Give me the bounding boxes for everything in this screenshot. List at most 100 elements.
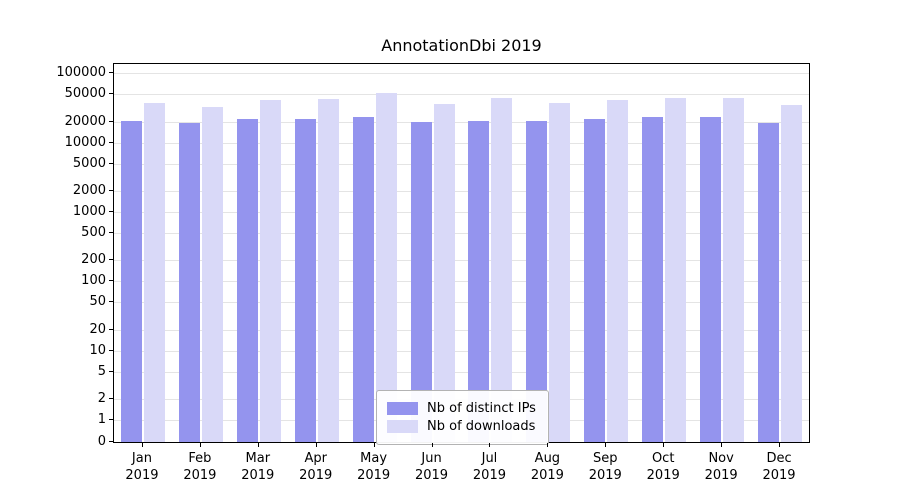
bar-distinct-ips	[294, 118, 316, 442]
x-tick-mark	[663, 443, 665, 447]
x-tick-label: Mar 2019	[241, 451, 275, 483]
y-tick-mark	[109, 162, 113, 164]
x-tick-label: Feb 2019	[183, 451, 217, 483]
legend-row: Nb of downloads	[387, 419, 536, 434]
bar-downloads	[201, 106, 223, 442]
x-tick-mark	[721, 443, 723, 447]
x-tick-label: Sep 2019	[588, 451, 622, 483]
y-tick-label: 1000	[72, 204, 106, 220]
y-tick-label: 10000	[64, 134, 106, 150]
bar-distinct-ips	[120, 120, 142, 442]
bar-downloads	[607, 99, 629, 442]
y-tick-label: 100	[81, 273, 106, 289]
plot-area: Nb of distinct IPs Nb of downloads	[113, 63, 810, 445]
bar-downloads	[549, 102, 571, 442]
legend-swatch-distinct-ips	[387, 402, 418, 415]
x-tick-mark	[605, 443, 607, 447]
gridline	[114, 212, 809, 214]
y-tick-mark	[109, 280, 113, 282]
bar-distinct-ips	[410, 122, 432, 442]
x-tick-mark	[779, 443, 781, 447]
gridline	[114, 232, 809, 234]
bar-distinct-ips	[642, 117, 664, 442]
x-tick-mark	[315, 443, 317, 447]
y-tick-label: 50	[89, 294, 106, 310]
gridline	[114, 94, 809, 96]
bar-distinct-ips	[584, 118, 606, 442]
x-tick-label: Apr 2019	[299, 451, 333, 483]
y-tick-mark	[109, 190, 113, 192]
x-tick-mark	[141, 443, 143, 447]
x-tick-label: Dec 2019	[762, 451, 796, 483]
y-tick-mark	[109, 301, 113, 303]
y-tick-mark	[109, 211, 113, 213]
x-tick-label: Oct 2019	[646, 451, 680, 483]
y-tick-label: 1	[97, 412, 106, 427]
bar-distinct-ips	[700, 117, 722, 442]
y-tick-label: 0	[97, 434, 106, 449]
bar-downloads	[665, 97, 687, 442]
x-tick-label: May 2019	[357, 451, 391, 483]
y-tick-label: 20	[89, 321, 106, 337]
gridline	[114, 191, 809, 193]
x-tick-mark	[257, 443, 259, 447]
x-tick-mark	[431, 443, 433, 447]
x-tick-mark	[199, 443, 201, 447]
y-tick-label: 50000	[64, 86, 106, 102]
bar-downloads	[723, 98, 745, 442]
y-tick-label: 100000	[56, 65, 106, 81]
y-tick-mark	[109, 349, 113, 351]
legend-label-downloads: Nb of downloads	[427, 419, 536, 434]
bar-downloads	[781, 105, 803, 442]
bar-distinct-ips	[526, 120, 548, 442]
y-tick-mark	[109, 419, 113, 420]
chart-title: AnnotationDbi 2019	[381, 36, 542, 55]
gridline	[114, 371, 809, 373]
gridline	[114, 163, 809, 165]
y-tick-mark	[109, 398, 113, 400]
y-tick-label: 2	[97, 391, 106, 407]
legend-swatch-downloads	[387, 420, 418, 433]
bar-distinct-ips	[758, 122, 780, 442]
bar-distinct-ips	[236, 118, 258, 442]
bar-downloads	[433, 103, 455, 442]
y-tick-mark	[109, 120, 113, 122]
y-tick-mark	[109, 328, 113, 330]
gridline	[114, 260, 809, 262]
legend-row: Nb of distinct IPs	[387, 401, 536, 416]
y-tick-label: 10	[89, 342, 106, 358]
y-tick-label: 200	[81, 252, 106, 268]
y-tick-mark	[109, 141, 113, 143]
gridline	[114, 350, 809, 352]
x-tick-label: Aug 2019	[530, 451, 564, 483]
gridline	[114, 121, 809, 123]
x-tick-label: Jan 2019	[125, 451, 159, 483]
bar-downloads	[143, 102, 165, 442]
bar-distinct-ips	[468, 121, 490, 442]
x-tick-label: Nov 2019	[704, 451, 738, 483]
legend: Nb of distinct IPs Nb of downloads	[376, 390, 549, 445]
x-tick-label: Jun 2019	[414, 451, 449, 483]
gridline	[114, 329, 809, 331]
y-tick-mark	[109, 441, 113, 442]
legend-label-distinct-ips: Nb of distinct IPs	[427, 401, 536, 416]
y-tick-mark	[109, 231, 113, 233]
y-tick-mark	[109, 259, 113, 261]
y-tick-label: 5	[97, 363, 106, 379]
gridline	[114, 73, 809, 75]
bar-distinct-ips	[352, 116, 374, 442]
bar-downloads	[491, 98, 513, 442]
x-tick-label: Jul 2019	[472, 451, 506, 483]
bar-distinct-ips	[178, 122, 200, 442]
bar-downloads	[259, 100, 281, 442]
gridline	[114, 281, 809, 283]
y-tick-mark	[109, 72, 113, 74]
x-tick-mark	[373, 443, 375, 447]
gridline	[114, 142, 809, 144]
bar-downloads	[375, 92, 397, 442]
y-tick-label: 2000	[72, 183, 106, 199]
y-tick-label: 20000	[64, 113, 106, 129]
y-tick-label: 500	[81, 224, 106, 240]
y-tick-mark	[109, 370, 113, 372]
